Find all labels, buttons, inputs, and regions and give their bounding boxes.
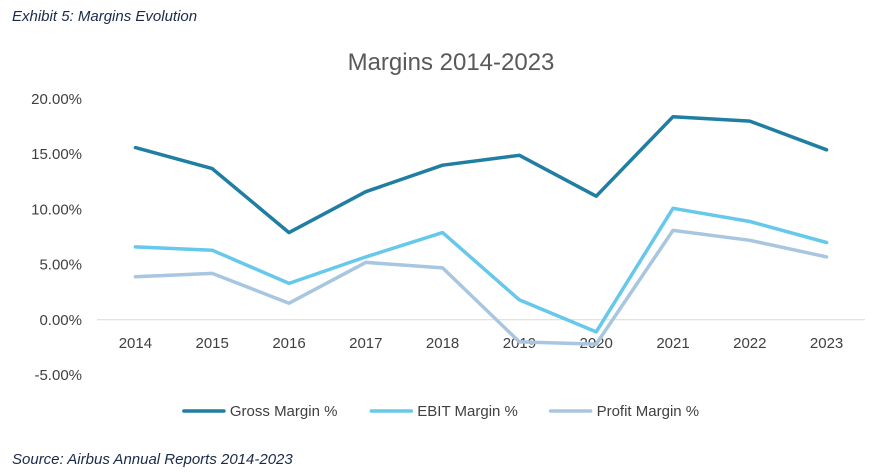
y-tick-label: -5.00%: [34, 367, 82, 384]
x-tick-label: 2017: [349, 335, 382, 352]
series-line-2: [133, 206, 829, 334]
series-lines: [133, 114, 829, 346]
y-tick-label: 0.00%: [39, 312, 82, 329]
legend-label-2: EBIT Margin %: [417, 403, 518, 420]
legend: Gross Margin % EBIT Margin % Profit Margin…: [182, 403, 700, 420]
series-line-1: [133, 114, 829, 235]
x-tick-label: 2021: [656, 335, 689, 352]
legend-label-1: Gross Margin %: [230, 403, 338, 420]
y-axis-tick-labels: -5.00% 0.00% 5.00% 10.00% 15.00% 20.00%: [31, 91, 82, 384]
legend-label-3: Profit Margin %: [597, 403, 700, 420]
x-axis-tick-labels: 2014 2015 2016 2017 2018 2019 2020 2021 2022 2023: [119, 335, 844, 352]
exhibit-title: Exhibit 5: Margins Evolution: [12, 8, 198, 25]
chart-title: Margins 2014-2023: [348, 49, 555, 76]
x-tick-label: 2016: [272, 335, 305, 352]
x-tick-label: 2018: [426, 335, 459, 352]
source-note: Source: Airbus Annual Reports 2014-2023: [12, 451, 293, 468]
x-tick-label: 2015: [196, 335, 229, 352]
x-tick-label: 2023: [810, 335, 843, 352]
y-tick-label: 20.00%: [31, 91, 82, 108]
y-tick-label: 15.00%: [31, 146, 82, 163]
series-line-3: [133, 228, 829, 346]
x-tick-label: 2022: [733, 335, 766, 352]
x-tick-label: 2014: [119, 335, 152, 352]
y-tick-label: 10.00%: [31, 201, 82, 218]
y-tick-label: 5.00%: [39, 257, 82, 274]
